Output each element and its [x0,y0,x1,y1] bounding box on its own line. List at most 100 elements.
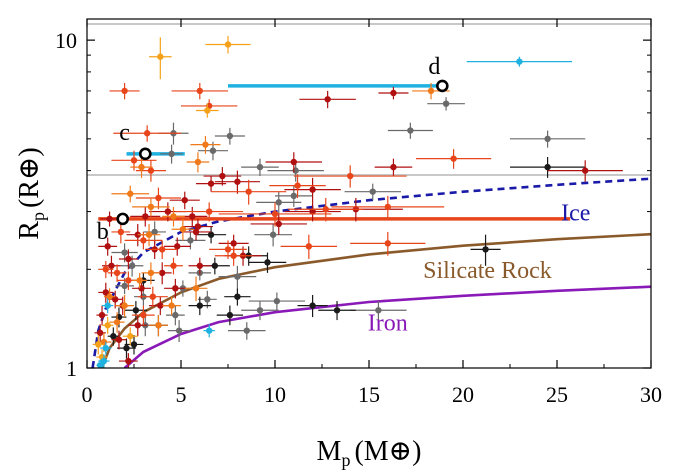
point-marker [516,58,523,65]
point-marker [121,87,128,95]
planet-marker [116,212,130,226]
x-axis-title: Mp (M⊕) [317,436,422,470]
point-marker [384,240,391,247]
data-point [107,327,119,346]
data-point [169,191,200,210]
point-marker [98,311,106,319]
data-point [160,144,183,164]
data-point [344,183,401,201]
axis-ticks: 0 5 10 15 20 25 30 1 10 [55,19,662,407]
x-tick-label: 5 [176,382,187,407]
point-marker [140,237,147,244]
data-point [241,158,279,177]
data-point [96,305,108,326]
point-marker [305,243,313,250]
point-marker [143,130,151,137]
point-marker [309,302,316,309]
point-marker [121,302,128,309]
point-marker [256,307,264,314]
point-marker [322,206,329,213]
data-point [184,276,208,302]
point-marker [121,249,128,256]
point-marker [147,203,155,211]
data-point [280,234,338,260]
data-point [293,165,407,188]
data-point [297,294,328,318]
point-marker [390,163,397,171]
point-marker [189,213,196,220]
data-point [164,278,187,299]
data-point [102,317,114,334]
point-marker [275,199,282,206]
point-marker [175,327,183,334]
point-marker [149,293,156,300]
point-marker [125,277,132,284]
planet-label-d: d [428,54,440,80]
data-point [115,294,134,318]
curve-ice [91,177,651,368]
point-marker [427,87,435,95]
data-point [141,262,161,285]
point-marker [181,196,188,204]
curve-label-ice: Ice [561,200,590,226]
point-marker [275,220,282,228]
planet-label-b: b [97,219,109,245]
planet-marker [436,79,449,93]
point-marker [196,262,203,269]
data-point [117,338,136,359]
point-marker [369,188,376,195]
data-point [203,167,242,186]
x-tick-label: 0 [82,382,93,407]
point-marker [347,172,354,180]
data-point [135,160,166,182]
data-point [288,197,364,222]
data-point [175,202,244,222]
y-tick-label: 10 [55,28,77,53]
data-point [284,202,341,222]
point-marker [134,322,141,329]
data-point [188,257,212,275]
point-marker [123,344,130,352]
data-point [510,157,586,178]
point-marker [196,302,203,309]
data-point [128,315,148,337]
x-tick-label: 10 [264,382,286,407]
point-marker [113,318,121,326]
point-marker [204,107,211,114]
point-marker [145,231,153,238]
point-marker [256,163,264,171]
point-marker [172,285,179,292]
data-point [152,262,172,285]
point-marker [168,302,175,309]
x-tick-label: 25 [546,382,568,407]
data-point [98,237,118,256]
point-marker [102,289,110,296]
point-marker [151,228,158,236]
data-point [149,315,168,337]
data-point [269,174,326,198]
point-marker [390,89,397,97]
data-point [470,234,501,266]
data-point [111,185,150,203]
point-marker [194,158,202,166]
curve-labels: Ice Silicate Rock Iron [368,200,591,336]
data-point [416,149,492,169]
point-marker [113,269,121,277]
point-marker [407,127,414,134]
point-marker [290,158,297,166]
point-marker [104,243,111,250]
data-point [427,97,465,111]
point-marker [128,262,136,269]
point-marker [187,237,194,244]
point-marker [219,172,226,180]
data-point [96,359,104,368]
point-marker [544,135,551,143]
data-point [510,130,586,148]
x-tick-label: 15 [358,382,380,407]
point-marker [121,282,128,290]
point-marker [157,53,164,60]
data-point [186,152,210,173]
point-marker [96,361,104,368]
point-marker [544,163,551,171]
